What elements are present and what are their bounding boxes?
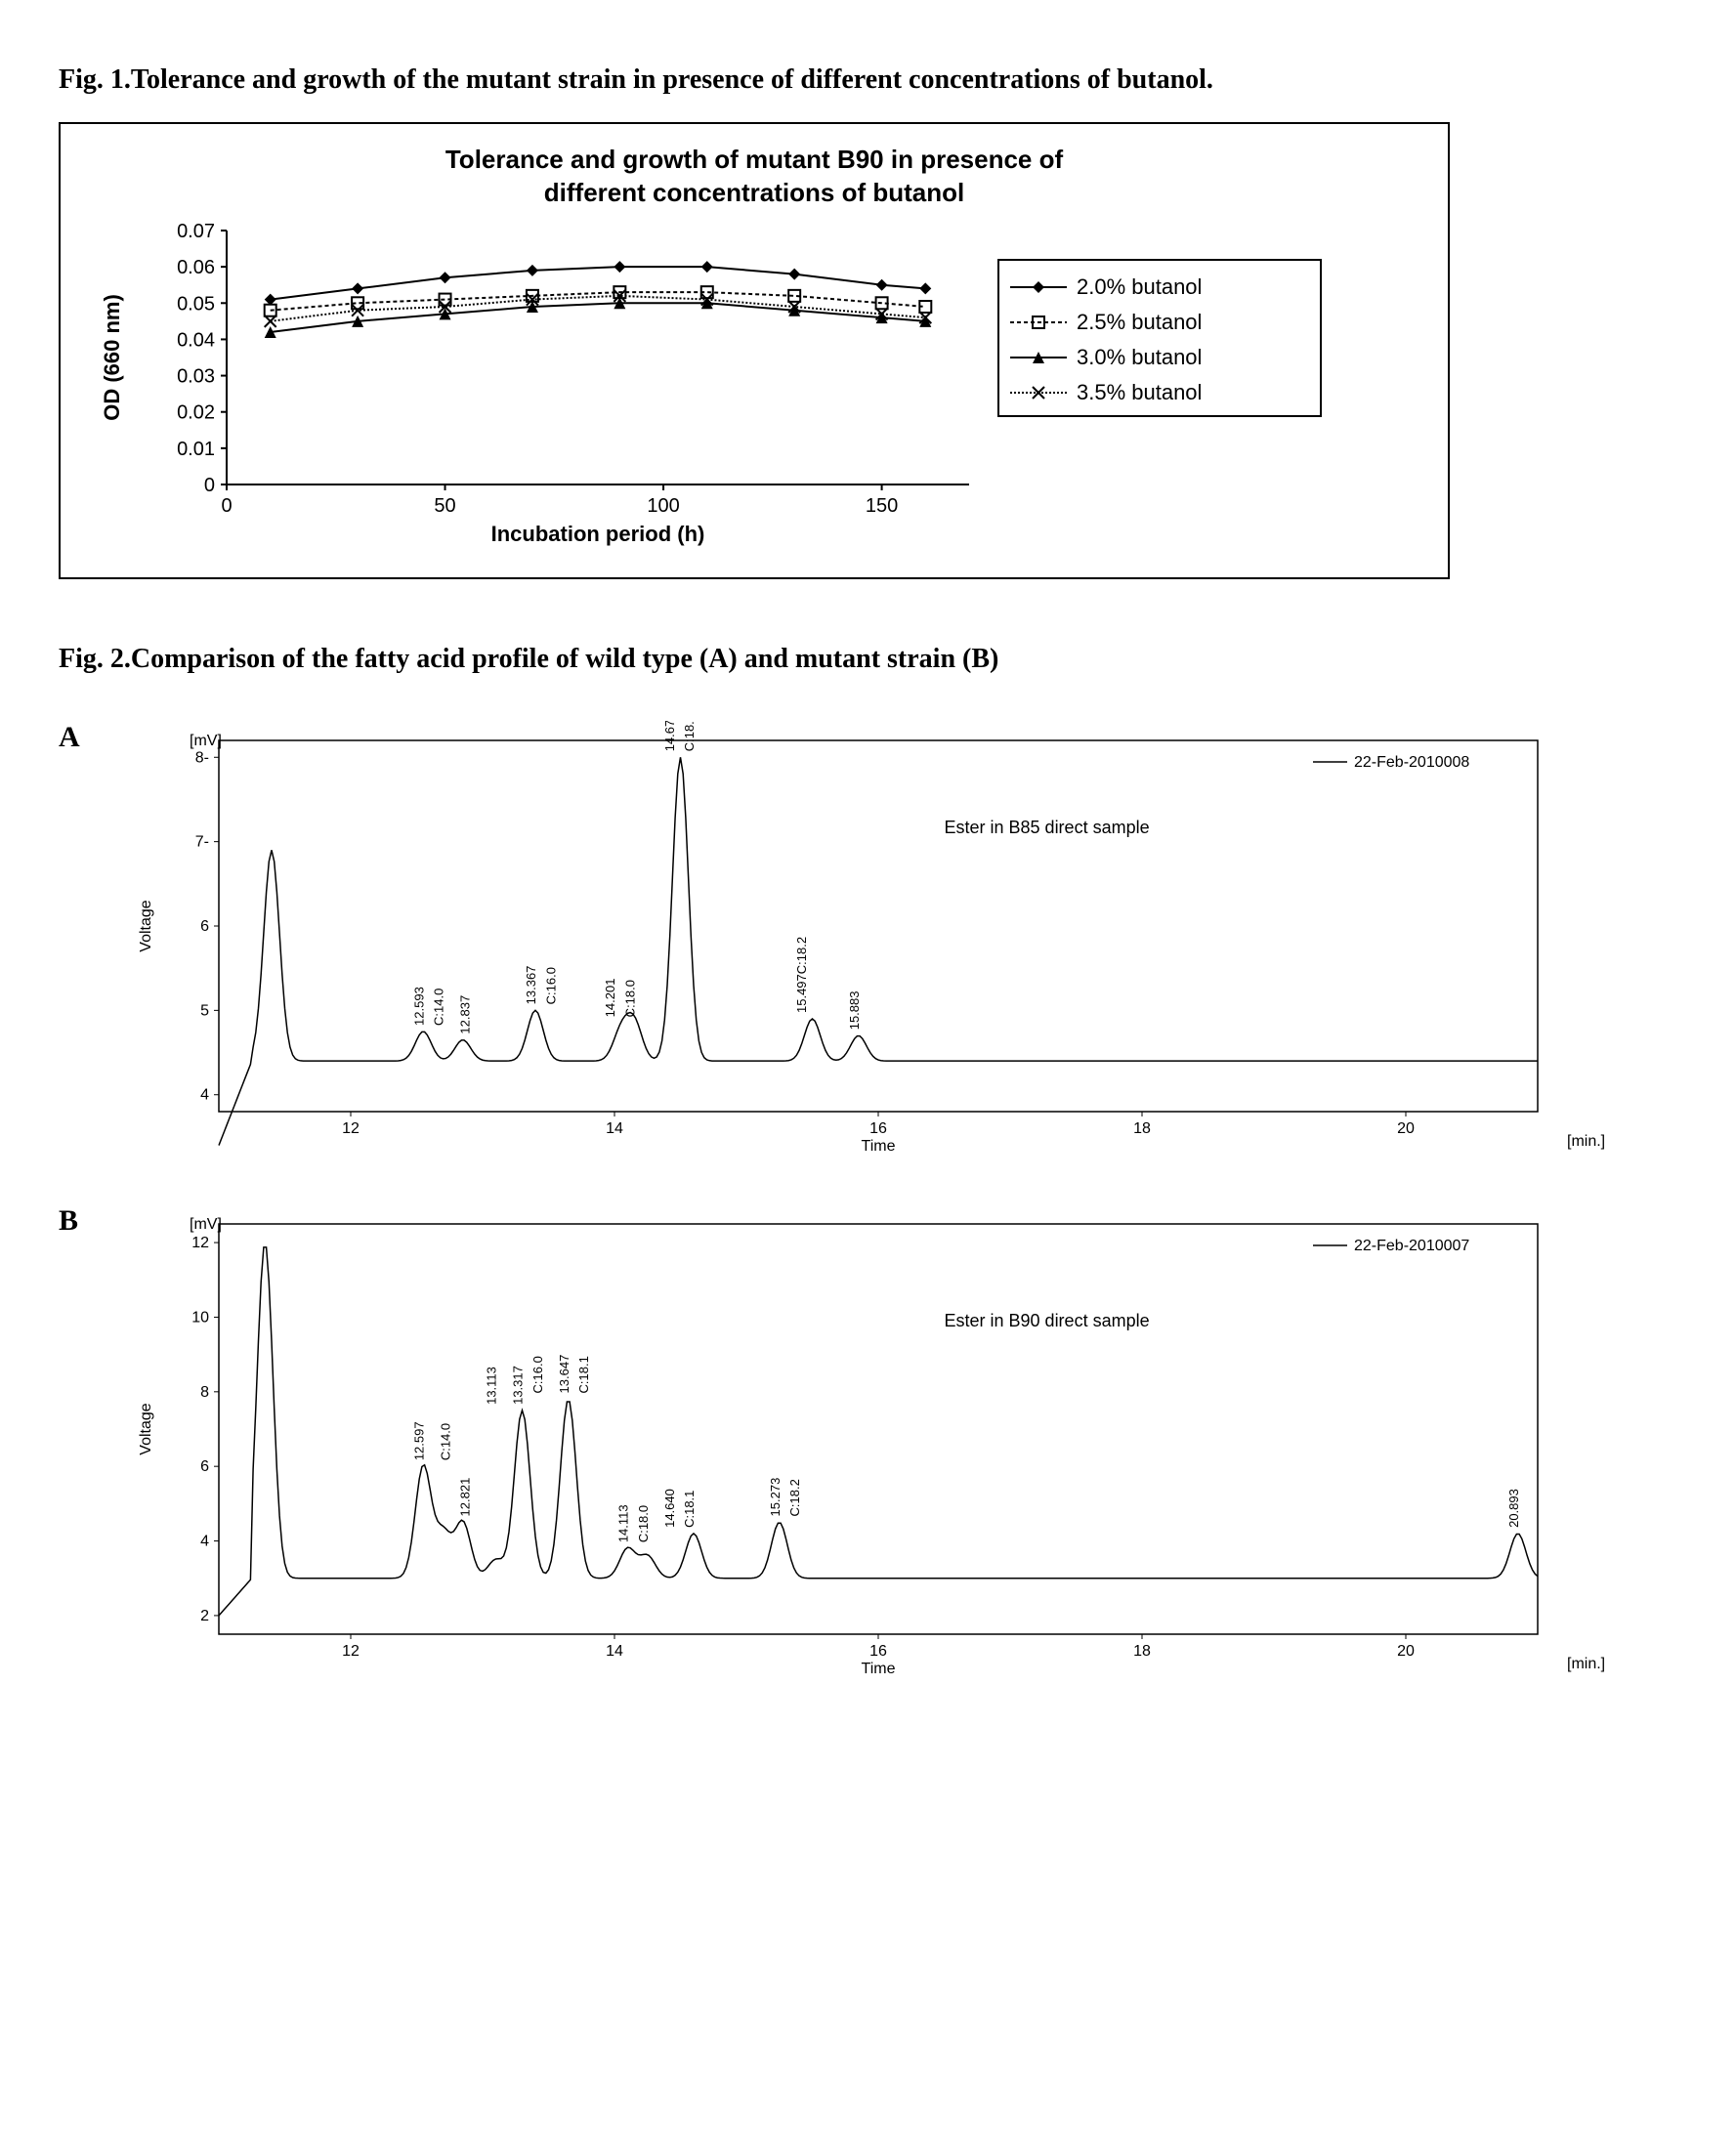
svg-text:C:16.0: C:16.0: [543, 967, 558, 1004]
svg-text:12.597: 12.597: [411, 1422, 426, 1461]
fig2-panel-b: B [mV] [min.] 2 4 6 8 10 12 12 14 16 18 20 Time Voltag…: [59, 1204, 1677, 1688]
svg-text:C:18.2: C:18.2: [787, 1479, 802, 1516]
svg-text:6: 6: [200, 918, 209, 935]
fig1-title-line2: different concentrations of butanol: [544, 178, 964, 207]
svg-text:14: 14: [606, 1643, 623, 1660]
svg-text:20: 20: [1397, 1120, 1415, 1137]
svg-text:13.317: 13.317: [511, 1366, 526, 1405]
svg-text:12.593: 12.593: [411, 987, 426, 1026]
svg-text:20: 20: [1397, 1643, 1415, 1660]
svg-text:[mV]: [mV]: [190, 1216, 222, 1233]
fig1-plot-svg: 0 0.01 0.02 0.03 0.04 0.05 0.06 0.07 0 50 100 150 In…: [70, 221, 1418, 563]
svg-text:4: 4: [200, 1534, 209, 1550]
svg-text:0.01: 0.01: [177, 439, 215, 460]
svg-text:12: 12: [342, 1643, 360, 1660]
svg-text:3.5% butanol: 3.5% butanol: [1077, 380, 1202, 404]
fig2-caption: Fig. 2.Comparison of the fatty acid prof…: [59, 638, 1677, 682]
svg-text:50: 50: [434, 495, 455, 517]
svg-text:13.367: 13.367: [524, 966, 538, 1005]
fig1-chart: Tolerance and growth of mutant B90 in pr…: [59, 122, 1450, 580]
svg-text:C:14.0: C:14.0: [432, 989, 446, 1026]
svg-text:[mV]: [mV]: [190, 733, 222, 749]
svg-text:16: 16: [869, 1120, 887, 1137]
svg-text:14.670: 14.670: [662, 721, 677, 751]
svg-text:13.113: 13.113: [485, 1367, 499, 1405]
svg-text:Incubation period (h): Incubation period (h): [491, 522, 705, 546]
svg-text:12: 12: [191, 1235, 209, 1251]
svg-text:16: 16: [869, 1643, 887, 1660]
svg-text:13.647: 13.647: [557, 1355, 572, 1394]
svg-text:8: 8: [200, 1384, 209, 1401]
svg-text:22-Feb-2010008: 22-Feb-2010008: [1354, 754, 1469, 771]
svg-text:Ester in B85 direct sample: Ester in B85 direct sample: [945, 818, 1150, 837]
svg-text:C:18.0: C:18.0: [622, 980, 637, 1017]
svg-text:14.640: 14.640: [662, 1489, 677, 1528]
svg-text:Ester in B90 direct sample: Ester in B90 direct sample: [945, 1311, 1150, 1330]
svg-text:8-: 8-: [195, 749, 209, 766]
svg-text:Voltage: Voltage: [138, 900, 154, 951]
panel-a-label: A: [59, 721, 107, 754]
svg-text:0.06: 0.06: [177, 258, 215, 279]
svg-text:C:14.0: C:14.0: [438, 1423, 452, 1460]
svg-text:2.5% butanol: 2.5% butanol: [1077, 310, 1202, 334]
svg-text:2: 2: [200, 1608, 209, 1624]
svg-text:C:18.1: C:18.1: [682, 1491, 697, 1528]
svg-text:14.113: 14.113: [616, 1505, 631, 1543]
svg-text:0.05: 0.05: [177, 294, 215, 316]
svg-text:Voltage: Voltage: [138, 1403, 154, 1454]
fig2-panel-a: A [mV] [min.] 4 5 6 7- 8- 12 14 16 18 20 Time Voltage…: [59, 721, 1677, 1165]
panel-b-label: B: [59, 1204, 107, 1238]
svg-text:5: 5: [200, 1003, 209, 1020]
fig2b-plot-svg: [mV] [min.] 2 4 6 8 10 12 12 14 16 18 20 Time Voltage 2…: [111, 1204, 1655, 1683]
svg-text:4: 4: [200, 1087, 209, 1104]
svg-text:3.0% butanol: 3.0% butanol: [1077, 345, 1202, 369]
svg-text:C:18.1: C:18.1: [576, 1356, 591, 1393]
svg-text:0.07: 0.07: [177, 221, 215, 242]
svg-text:12.837: 12.837: [458, 995, 473, 1034]
fig1-title-line1: Tolerance and growth of mutant B90 in pr…: [445, 145, 1063, 174]
svg-text:C:18.1: C:18.1: [682, 721, 697, 751]
svg-text:[min.]: [min.]: [1567, 1133, 1605, 1150]
svg-text:15.497C:18.2: 15.497C:18.2: [794, 937, 809, 1013]
svg-text:Time: Time: [862, 1138, 896, 1155]
svg-text:150: 150: [866, 495, 898, 517]
svg-text:Time: Time: [862, 1661, 896, 1677]
svg-text:14.201: 14.201: [603, 979, 617, 1018]
svg-text:0: 0: [204, 475, 215, 496]
fig1-caption: Fig. 1.Tolerance and growth of the mutan…: [59, 59, 1677, 103]
svg-text:OD (660 nm): OD (660 nm): [100, 295, 124, 422]
svg-text:6: 6: [200, 1458, 209, 1475]
svg-text:15.273: 15.273: [768, 1478, 783, 1517]
svg-text:0.02: 0.02: [177, 402, 215, 424]
svg-text:15.883: 15.883: [847, 991, 862, 1031]
svg-text:18: 18: [1133, 1120, 1151, 1137]
fig2a-plot-svg: [mV] [min.] 4 5 6 7- 8- 12 14 16 18 20 Time Voltage 22…: [111, 721, 1655, 1160]
svg-text:22-Feb-2010007: 22-Feb-2010007: [1354, 1238, 1469, 1254]
svg-text:[min.]: [min.]: [1567, 1656, 1605, 1672]
svg-text:14: 14: [606, 1120, 623, 1137]
svg-text:C:18.0: C:18.0: [636, 1505, 651, 1542]
svg-text:100: 100: [647, 495, 679, 517]
svg-text:0: 0: [221, 495, 232, 517]
svg-text:2.0% butanol: 2.0% butanol: [1077, 274, 1202, 299]
svg-text:18: 18: [1133, 1643, 1151, 1660]
svg-text:12.821: 12.821: [458, 1478, 473, 1517]
svg-text:7-: 7-: [195, 834, 209, 851]
svg-text:C:16.0: C:16.0: [530, 1356, 545, 1393]
svg-text:10: 10: [191, 1310, 209, 1327]
svg-text:0.04: 0.04: [177, 330, 215, 352]
fig1-chart-title: Tolerance and growth of mutant B90 in pr…: [70, 144, 1438, 210]
svg-text:12: 12: [342, 1120, 360, 1137]
svg-text:0.03: 0.03: [177, 366, 215, 388]
svg-text:20.893: 20.893: [1506, 1489, 1521, 1528]
